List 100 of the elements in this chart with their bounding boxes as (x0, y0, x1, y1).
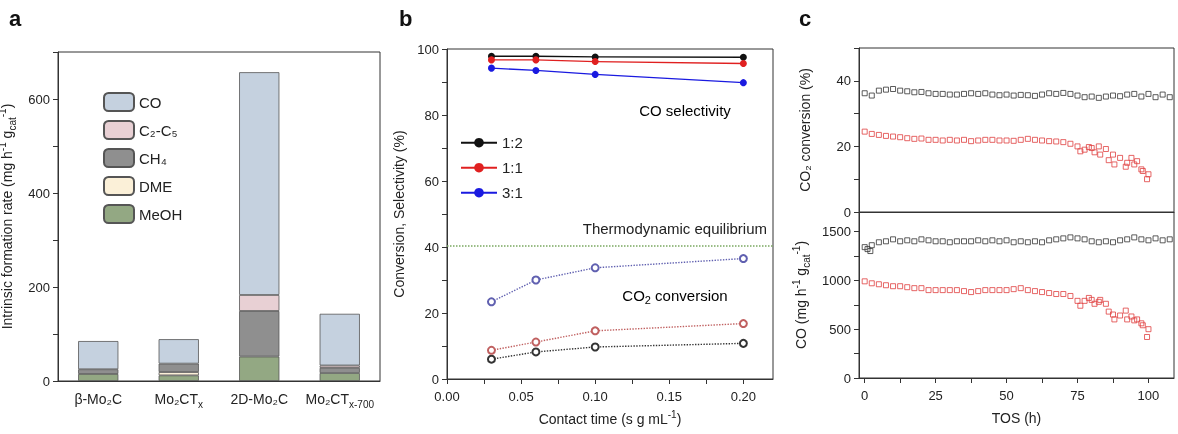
point (982, 238, 989, 245)
point (590, 263, 600, 273)
point (996, 287, 1003, 294)
x-tick-label: 50 (999, 388, 1014, 403)
point (897, 283, 904, 290)
point (861, 244, 868, 251)
point (1046, 138, 1053, 145)
point (1166, 236, 1173, 243)
point (1109, 239, 1116, 246)
point (1144, 176, 1151, 183)
y-axis-title: CO₂ conversion (%) (797, 68, 813, 192)
legend-label: C₂-C₅ (139, 121, 178, 139)
legend-label: DME (139, 177, 173, 195)
y-tick-label: 1500 (822, 224, 851, 240)
point (1067, 292, 1074, 299)
point (1003, 287, 1010, 294)
point (1039, 91, 1046, 98)
point (982, 287, 989, 294)
x-tick-label: 0.05 (508, 389, 534, 404)
point (739, 53, 747, 61)
legend-label: CH₄ (139, 149, 167, 167)
point (875, 87, 882, 94)
point (1128, 154, 1135, 161)
point (1122, 163, 1129, 170)
point (1053, 90, 1060, 97)
point (925, 136, 932, 143)
point (890, 283, 897, 290)
annotation: CO selectivity (639, 101, 732, 119)
legend-label: 3:1 (502, 184, 523, 202)
y-tick-label: 20 (424, 305, 439, 321)
y-tick-label: 40 (424, 239, 439, 255)
point (867, 248, 874, 255)
point (1117, 312, 1124, 319)
point (1091, 300, 1098, 307)
point (1145, 326, 1152, 333)
point (961, 90, 967, 97)
point (953, 137, 960, 144)
point (925, 287, 932, 294)
point (1077, 302, 1084, 309)
x-tick-label: β-Mo₂C (74, 391, 123, 407)
point (1074, 143, 1081, 150)
point (961, 288, 967, 295)
point (939, 137, 946, 144)
point (1117, 93, 1124, 100)
point (864, 246, 871, 253)
point (1102, 146, 1109, 153)
point (531, 275, 541, 285)
point (1095, 143, 1102, 150)
point (1060, 291, 1067, 298)
point (1010, 92, 1017, 99)
point (1134, 158, 1141, 165)
point (1024, 239, 1031, 246)
point (975, 237, 982, 244)
point (1166, 94, 1173, 101)
point (1145, 237, 1152, 244)
point (1031, 92, 1038, 99)
point (918, 285, 925, 292)
point (1081, 236, 1088, 243)
y-tick-label: 500 (829, 321, 851, 337)
point (532, 56, 540, 64)
point (882, 132, 889, 139)
point (946, 239, 953, 246)
point (1111, 161, 1118, 168)
point (953, 91, 960, 98)
point (975, 90, 982, 97)
point (946, 91, 953, 98)
point (1102, 93, 1109, 100)
bar (78, 373, 119, 381)
point (1145, 90, 1152, 97)
point (1031, 136, 1038, 143)
point (882, 238, 889, 245)
point (897, 87, 904, 94)
point (1067, 140, 1074, 147)
point (1131, 161, 1138, 168)
y-tick-label: 0 (843, 204, 851, 220)
point (1102, 300, 1109, 307)
point (1124, 159, 1131, 166)
point (875, 281, 882, 288)
point (1067, 90, 1074, 97)
point (1067, 234, 1074, 241)
point (961, 238, 967, 245)
y-tick-label: 0 (843, 370, 851, 386)
x-tick-label: 0.20 (730, 389, 757, 404)
point (975, 137, 982, 144)
point (968, 90, 975, 97)
ref-line-label: Thermodynamic equilibrium (582, 220, 767, 238)
point (1124, 91, 1131, 98)
point (1097, 151, 1104, 158)
point (486, 354, 496, 364)
point (1074, 92, 1081, 99)
point (982, 90, 989, 97)
legend-label: CO (139, 93, 162, 111)
point (918, 135, 925, 142)
point (1031, 288, 1038, 295)
point (1053, 138, 1060, 145)
point (904, 135, 911, 142)
point (968, 289, 975, 296)
y-tick-label: 20 (836, 138, 851, 154)
x-tick-label: 75 (1070, 388, 1085, 403)
point (982, 136, 989, 143)
